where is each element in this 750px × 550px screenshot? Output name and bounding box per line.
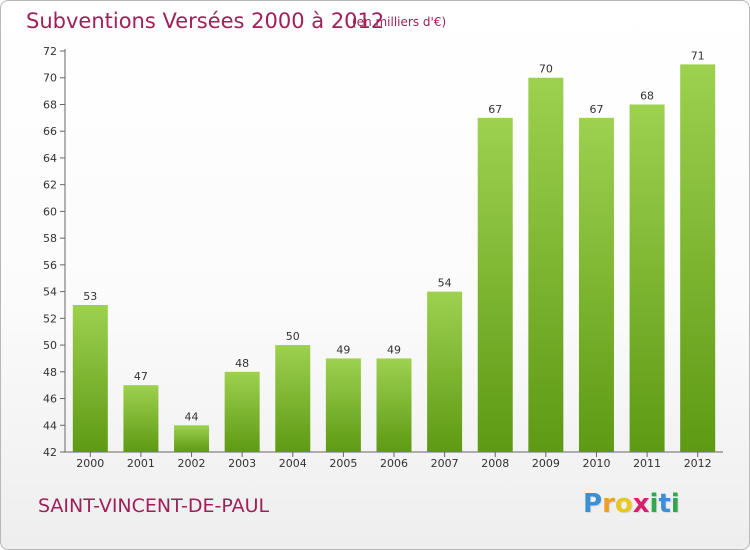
bar <box>528 77 564 452</box>
value-label: 67 <box>589 103 603 116</box>
x-tick-label: 2008 <box>481 457 509 470</box>
y-tick-label: 44 <box>43 419 57 432</box>
value-label: 53 <box>83 290 97 303</box>
y-tick-label: 54 <box>43 286 57 299</box>
logo-letter: i <box>649 489 659 519</box>
logo-letter: t <box>658 489 671 519</box>
y-tick-label: 58 <box>43 232 57 245</box>
y-tick-label: 62 <box>43 179 57 192</box>
y-tick-label: 66 <box>43 125 57 138</box>
bar <box>123 385 159 452</box>
bar <box>224 371 260 452</box>
value-label: 54 <box>438 277 452 290</box>
proxiti-logo: Proxiti <box>583 489 680 519</box>
bar <box>427 291 463 452</box>
x-tick-label: 2006 <box>380 457 408 470</box>
bar <box>325 358 361 452</box>
y-tick-label: 50 <box>43 339 57 352</box>
y-tick-label: 70 <box>43 72 57 85</box>
y-tick-label: 48 <box>43 366 57 379</box>
x-tick-label: 2001 <box>127 457 155 470</box>
x-tick-label: 2012 <box>684 457 712 470</box>
x-tick-label: 2003 <box>228 457 256 470</box>
logo-letter: x <box>632 489 650 519</box>
y-tick-label: 42 <box>43 446 57 459</box>
bar <box>477 117 513 452</box>
y-tick-label: 52 <box>43 312 57 325</box>
bar <box>578 117 614 452</box>
bar <box>72 304 108 452</box>
x-tick-label: 2004 <box>279 457 307 470</box>
x-tick-label: 2007 <box>431 457 459 470</box>
place-name: SAINT-VINCENT-DE-PAUL <box>38 495 270 517</box>
bar <box>174 425 210 452</box>
bar <box>275 345 311 452</box>
y-tick-label: 68 <box>43 98 57 111</box>
chart-subtitle: (en milliers d'€) <box>352 15 447 29</box>
y-tick-label: 46 <box>43 393 57 406</box>
value-label: 67 <box>488 103 502 116</box>
logo-letter: i <box>670 489 680 519</box>
bar <box>376 358 412 452</box>
value-label: 48 <box>235 357 249 370</box>
chart-title: Subventions Versées 2000 à 2012 <box>26 9 385 33</box>
y-tick-label: 56 <box>43 259 57 272</box>
y-tick-label: 60 <box>43 205 57 218</box>
x-tick-label: 2002 <box>178 457 206 470</box>
logo-letter: r <box>602 489 615 519</box>
value-label: 71 <box>691 49 705 62</box>
x-tick-label: 2005 <box>329 457 357 470</box>
x-tick-label: 2011 <box>633 457 661 470</box>
logo-letter: P <box>583 489 603 519</box>
value-label: 50 <box>286 330 300 343</box>
value-label: 68 <box>640 89 654 102</box>
y-tick-label: 64 <box>43 152 57 165</box>
value-label: 49 <box>336 343 350 356</box>
value-label: 44 <box>185 410 199 423</box>
value-label: 47 <box>134 370 148 383</box>
bar <box>629 104 665 452</box>
x-tick-label: 2010 <box>582 457 610 470</box>
value-label: 70 <box>539 63 553 76</box>
logo-letter: o <box>614 489 633 519</box>
bar <box>680 64 716 452</box>
x-tick-label: 2000 <box>76 457 104 470</box>
x-tick-label: 2009 <box>532 457 560 470</box>
value-label: 49 <box>387 343 401 356</box>
y-tick-label: 72 <box>43 45 57 58</box>
